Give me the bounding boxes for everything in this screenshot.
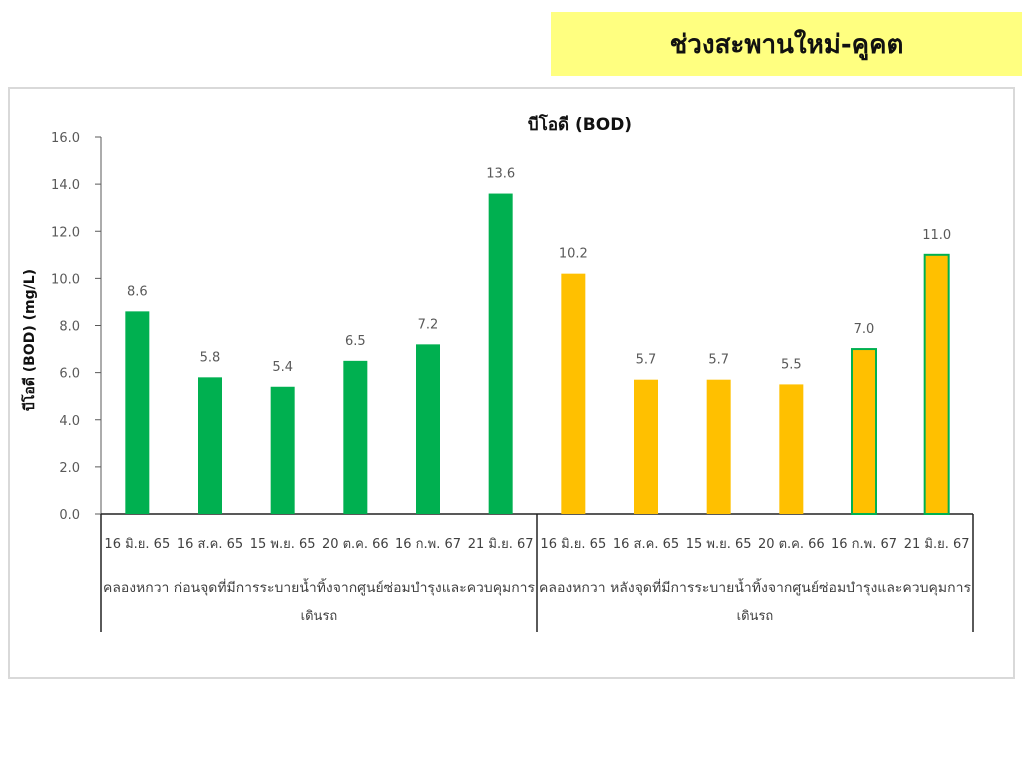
section-title-banner: ช่วงสะพานใหม่-คูคต (551, 12, 1022, 76)
data-label: 5.8 (200, 350, 221, 365)
y-tick-label: 4.0 (59, 414, 80, 429)
chart-frame (8, 87, 1015, 679)
data-label: 5.7 (636, 353, 657, 368)
data-label: 11.0 (922, 228, 951, 243)
bar (851, 348, 877, 515)
data-label: 6.5 (345, 334, 366, 349)
x-category-label: 16 มิ.ย. 65 (104, 537, 170, 552)
y-tick-label: 0.0 (59, 508, 80, 523)
x-category-label: 15 พ.ย. 65 (250, 537, 316, 552)
bar (198, 377, 222, 514)
section-title: ช่วงสะพานใหม่-คูคต (669, 29, 904, 60)
data-label: 7.2 (418, 317, 439, 332)
bar (923, 253, 950, 515)
y-tick-label: 6.0 (59, 367, 80, 382)
y-axis-label: บีโอดี (BOD) (mg/L) (20, 269, 38, 411)
bar (561, 273, 586, 514)
x-category-label: 16 ส.ค. 65 (177, 537, 243, 552)
bar (343, 360, 368, 514)
y-tick-label: 10.0 (51, 272, 80, 287)
y-tick-label: 16.0 (51, 131, 80, 146)
x-category-label: 20 ต.ค. 66 (322, 537, 389, 552)
data-label: 5.7 (708, 353, 729, 368)
bar (125, 311, 150, 514)
data-label: 5.5 (781, 357, 802, 372)
group-label: คลองหกวา หลังจุดที่มีการระบายน้ำทิ้งจากศ… (539, 578, 971, 596)
group-label-line2: เดินรถ (301, 609, 338, 624)
x-category-label: 16 ก.พ. 67 (831, 537, 897, 552)
data-label: 13.6 (486, 167, 515, 182)
x-category-label: 21 มิ.ย. 67 (904, 537, 970, 552)
bar (270, 386, 295, 514)
x-category-label: 21 มิ.ย. 67 (468, 537, 534, 552)
data-label: 10.2 (559, 247, 588, 262)
y-tick-label: 2.0 (59, 461, 80, 476)
chart-title: บีโอดี (BOD) (528, 114, 632, 135)
x-category-label: 16 มิ.ย. 65 (540, 537, 606, 552)
x-category-label: 16 ส.ค. 65 (613, 537, 679, 552)
x-category-label: 16 ก.พ. 67 (395, 537, 461, 552)
data-label: 7.0 (854, 322, 875, 337)
bar (488, 193, 513, 515)
bar (416, 344, 440, 514)
bar (706, 379, 731, 514)
bar (779, 384, 804, 514)
x-category-label: 15 พ.ย. 65 (686, 537, 752, 552)
data-label: 8.6 (127, 284, 148, 299)
data-label: 5.4 (272, 360, 293, 375)
bar (634, 379, 658, 514)
y-tick-label: 12.0 (51, 225, 80, 240)
group-label-line2: เดินรถ (737, 609, 774, 624)
x-category-label: 20 ต.ค. 66 (758, 537, 825, 552)
y-tick-label: 14.0 (51, 178, 80, 193)
group-label: คลองหกวา ก่อนจุดที่มีการระบายน้ำทิ้งจากศ… (103, 578, 535, 596)
y-tick-label: 8.0 (59, 320, 80, 335)
